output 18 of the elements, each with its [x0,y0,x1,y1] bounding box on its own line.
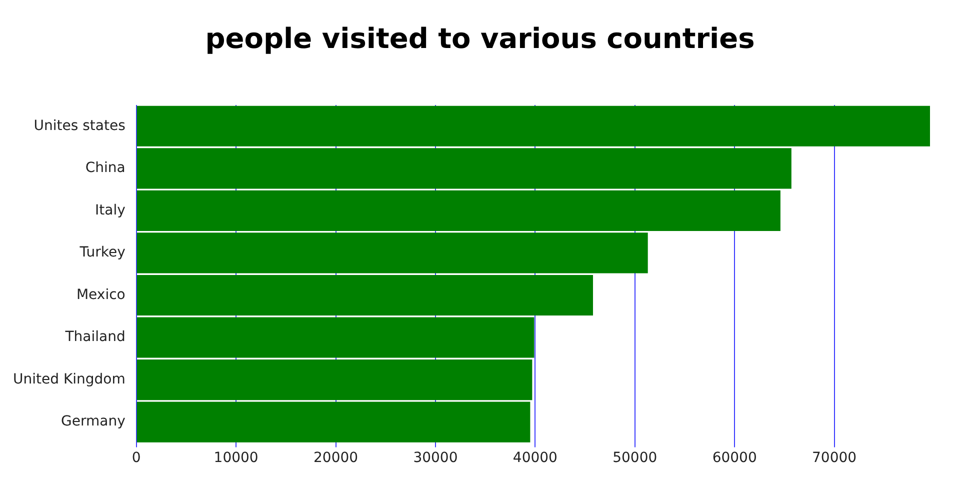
y-tick-label: Mexico [76,286,126,303]
bar [136,402,530,442]
chart-title: people visited to various countries [204,22,756,55]
x-tick-label: 10000 [214,450,258,466]
x-tick-label: 40000 [512,450,558,466]
x-tick-label: 30000 [413,450,458,466]
x-tick-label: 50000 [612,450,658,466]
x-tick-label: 0 [132,450,141,466]
y-tick-label: Germany [61,414,126,430]
x-tick-label: 60000 [712,450,757,466]
x-tick-label: 20000 [314,450,358,466]
y-tick-label: Turkey [78,244,126,261]
y-tick-label: Unites states [34,118,126,134]
y-tick-label: Thailand [64,329,126,346]
y-tick-label: United Kingdom [12,371,126,388]
x-tick-label: 70000 [812,450,857,466]
y-tick-label: Italy [94,202,126,218]
y-tick-label: China [85,160,126,176]
